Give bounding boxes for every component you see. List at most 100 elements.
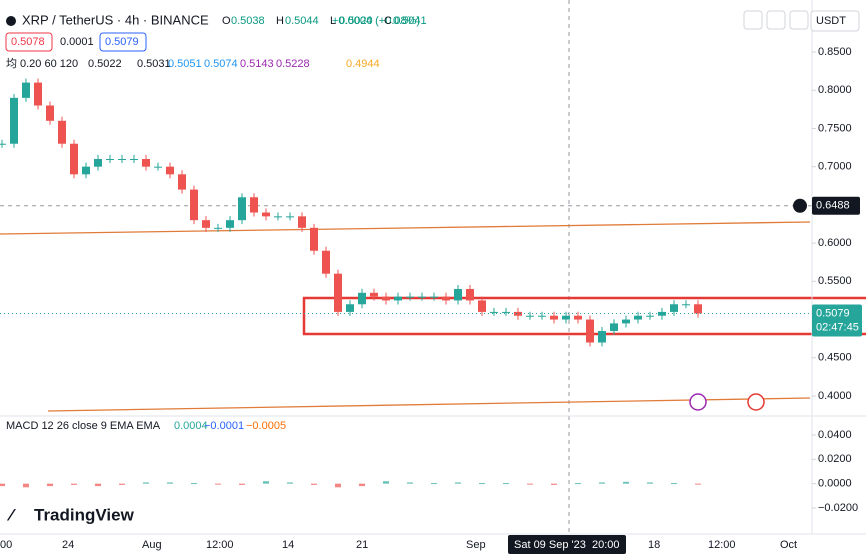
change: +0.0004 (+0.08%) [332,15,420,27]
candle [142,159,150,167]
macd-bar [47,483,53,487]
candle [430,296,438,298]
sell-button[interactable] [5,32,53,52]
candle [586,319,594,343]
candle [382,296,390,301]
candle [226,220,234,228]
ma-value: 0.5051 [168,58,202,70]
candle [58,120,66,144]
macd-bar [23,483,29,488]
candle [526,315,534,317]
price-label: 0.8000 [818,84,852,96]
candle [214,227,222,229]
time-label: 14 [282,539,294,551]
currency[interactable]: USDT [816,15,846,27]
macd-bar [71,483,77,485]
macd-bar [455,482,461,484]
macd-bar [527,483,533,485]
candle [682,304,690,306]
candle [178,174,186,190]
macd-bar [623,481,629,484]
candle [250,197,258,213]
currency-select[interactable] [810,10,860,32]
ma-value: 0.5228 [276,58,310,70]
macd-tick-label: 0.0400 [818,429,852,441]
macd-bar [95,483,101,487]
candle [658,311,666,316]
price-label: 0.6000 [818,237,852,249]
candle [346,304,354,312]
sell-price[interactable]: 0.5078 [11,36,45,48]
candle [118,159,126,161]
macd-tick-label: −0.0200 [818,502,858,514]
macd-bar [311,483,317,485]
candle [82,166,90,175]
macd-bar [431,483,437,485]
macd-tick-label: 0.0200 [818,453,852,465]
symbol[interactable]: XRP / TetherUS · 4h · BINANCE [22,12,209,27]
candle [274,216,282,218]
buy-price[interactable]: 0.5079 [105,36,139,48]
candle [418,296,426,298]
toolbar-button[interactable] [743,10,763,30]
candle [550,315,558,320]
ohlc-key: O [222,15,231,27]
price-label: 0.7000 [818,161,852,173]
time-label: Aug [142,539,162,551]
buy-button[interactable] [99,32,147,52]
ohlc-key: L [330,15,336,27]
candle [46,105,54,121]
macd-bar [599,482,605,484]
macd-bar [383,481,389,484]
candle [562,315,570,320]
price-label: 0.5500 [818,275,852,287]
macd-bar [0,483,5,487]
candle [286,216,294,218]
macd-bar [167,482,173,484]
macd-tick-label: 0.0000 [818,478,852,490]
candle [94,159,102,167]
toolbar-button[interactable] [766,10,786,30]
ohlc-value: 0.5038 [231,15,265,27]
time-label: 21 [356,539,368,551]
crosshair-time: Sat 09 Sep '23 [514,539,586,551]
candle [490,311,498,313]
macd-bar [287,482,293,484]
price-label: 0.4000 [818,390,852,402]
symbol-icon [6,16,16,26]
ohlc-value: 0.5020 [339,15,373,27]
candle [262,212,270,217]
time-label: 24 [62,539,74,551]
macd-bar [407,482,413,484]
macd-bar [191,483,197,485]
candle [190,189,198,221]
macd-bar [575,483,581,485]
candle [34,82,42,106]
ohlc-key: H [276,15,284,27]
ma-label: 均 [6,57,17,70]
candle [502,311,510,313]
candle [130,159,138,161]
macd-bar [479,483,485,485]
macd-value: −0.0005 [246,420,286,432]
toolbar-button[interactable] [789,10,809,30]
ma-value: 0.4944 [346,58,380,70]
candle [514,311,522,316]
ma-value: 0.5143 [240,58,274,70]
ohlc-value: 0.5041 [393,15,427,27]
event-icon[interactable] [689,393,707,411]
candle [622,319,630,324]
candle [574,315,582,320]
macd-bar [263,481,269,484]
crosshair-badge [812,196,860,215]
candle [466,288,474,301]
macd-bar [359,483,365,487]
candle [298,216,306,228]
price-label: 0.8500 [818,46,852,58]
time-label: 00 [0,539,12,551]
ohlc-value: 0.5044 [285,15,319,27]
event-icon[interactable] [747,393,765,411]
macd-bar [119,483,125,485]
macd-value: 0.0004 [174,420,208,432]
